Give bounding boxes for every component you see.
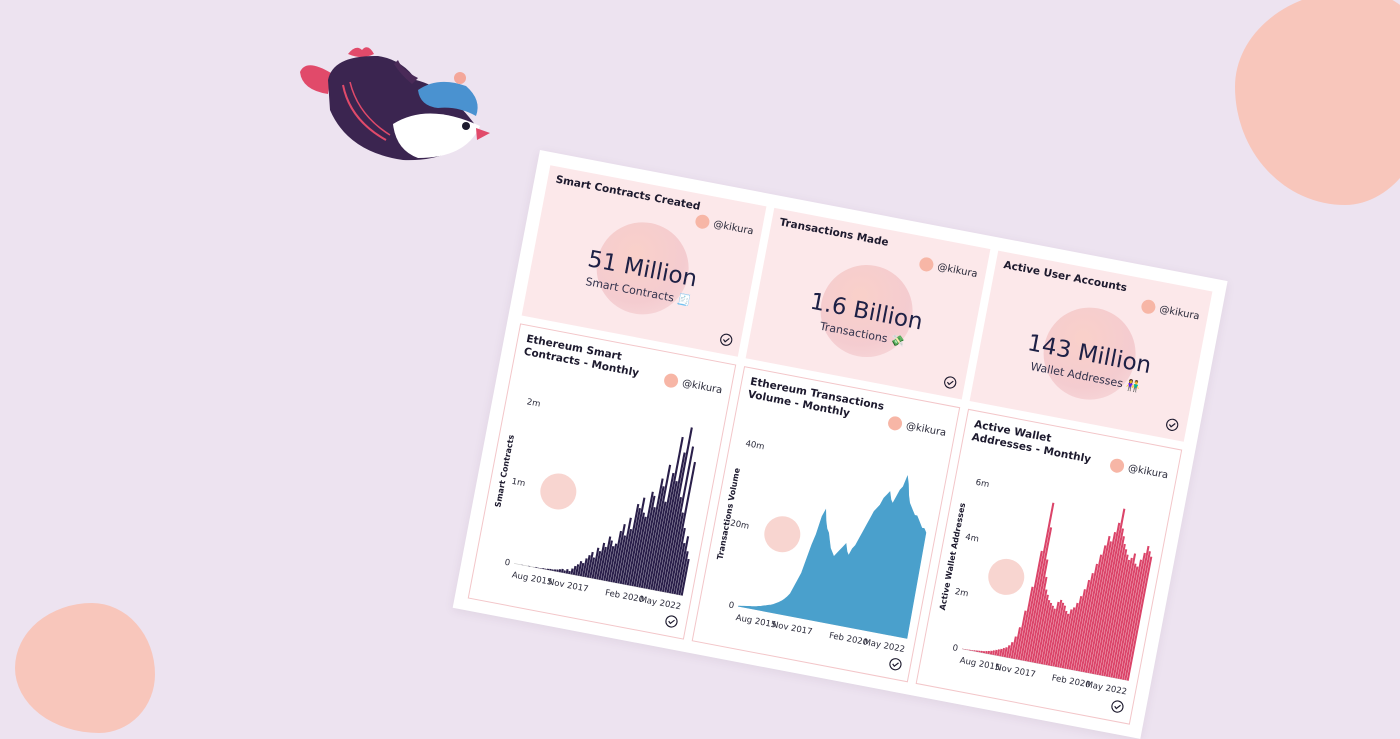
y-tick-label: 0 xyxy=(504,558,511,569)
bar xyxy=(561,569,564,573)
y-tick-label: 4m xyxy=(964,532,979,544)
check-circle-icon xyxy=(719,332,734,347)
x-tick-label: May 2022 xyxy=(1085,680,1128,698)
bar xyxy=(990,651,993,655)
y-axis-label: Transactions Volume xyxy=(716,467,742,561)
dune-watermark-icon xyxy=(537,470,579,512)
check-circle-icon xyxy=(888,657,903,672)
avatar xyxy=(1141,299,1157,315)
dune-watermark-icon xyxy=(761,513,803,555)
bar xyxy=(563,570,566,573)
y-tick-label: 40m xyxy=(745,439,766,452)
y-tick-label: 2m xyxy=(954,587,969,599)
counter-card-smart-contracts[interactable]: Smart Contracts Created @kikura 51 Milli… xyxy=(522,165,767,357)
counter-card-transactions[interactable]: Transactions Made @kikura 1.6 Billion Tr… xyxy=(746,208,991,400)
bar xyxy=(987,651,990,654)
bar xyxy=(566,569,569,574)
y-tick-label: 2m xyxy=(526,397,541,409)
bar xyxy=(992,650,995,655)
x-tick-label: Nov 2017 xyxy=(771,620,813,637)
counter-card-active-accounts[interactable]: Active User Accounts @kikura 143 Million… xyxy=(970,251,1213,442)
y-tick-label: 0 xyxy=(728,600,735,611)
y-tick-label: 0 xyxy=(952,643,959,654)
check-circle-icon xyxy=(943,375,958,390)
y-axis-label: Smart Contracts xyxy=(493,434,516,508)
chart-card-smart-contracts-monthly[interactable]: Ethereum Smart Contracts - Monthly @kiku… xyxy=(468,323,737,639)
y-tick-label: 20m xyxy=(729,518,750,531)
author-handle: @kikura xyxy=(1159,304,1201,322)
penguin-mascot-icon xyxy=(298,40,493,165)
dune-watermark-icon xyxy=(985,556,1027,598)
avatar xyxy=(695,214,711,230)
card-title: Transactions Made xyxy=(778,216,918,255)
x-tick-label: Nov 2017 xyxy=(994,663,1036,680)
card-title: Active User Accounts xyxy=(1002,259,1140,298)
bar xyxy=(983,651,985,653)
check-circle-icon xyxy=(664,614,679,629)
check-circle-icon xyxy=(1165,417,1180,432)
bar xyxy=(568,571,571,574)
decorative-blob-top-right xyxy=(1235,0,1400,205)
author-handle: @kikura xyxy=(937,261,979,279)
bar xyxy=(985,651,987,654)
bar xyxy=(556,569,558,572)
chart-card-active-wallets-monthly[interactable]: Active Wallet Addresses - Monthly @kikur… xyxy=(916,409,1183,725)
x-tick-label: May 2022 xyxy=(639,595,682,613)
x-tick-label: Nov 2017 xyxy=(547,577,589,594)
bar xyxy=(554,569,556,571)
author-handle: @kikura xyxy=(713,218,755,236)
dune-dashboard: Smart Contracts Created @kikura 51 Milli… xyxy=(453,150,1228,739)
chart-card-transactions-volume-monthly[interactable]: Ethereum Transactions Volume - Monthly @… xyxy=(692,366,961,682)
author-badge[interactable]: @kikura xyxy=(919,256,979,281)
author-badge[interactable]: @kikura xyxy=(695,214,755,239)
author-badge[interactable]: @kikura xyxy=(1141,299,1201,324)
card-title: Smart Contracts Created xyxy=(554,174,694,213)
check-circle-icon xyxy=(1110,699,1125,714)
x-tick-label: May 2022 xyxy=(863,637,906,655)
y-tick-label: 6m xyxy=(975,478,990,490)
avatar xyxy=(919,256,935,272)
bar xyxy=(559,569,562,572)
y-tick-label: 1m xyxy=(511,477,526,489)
decorative-blob-bottom-left xyxy=(15,603,155,733)
